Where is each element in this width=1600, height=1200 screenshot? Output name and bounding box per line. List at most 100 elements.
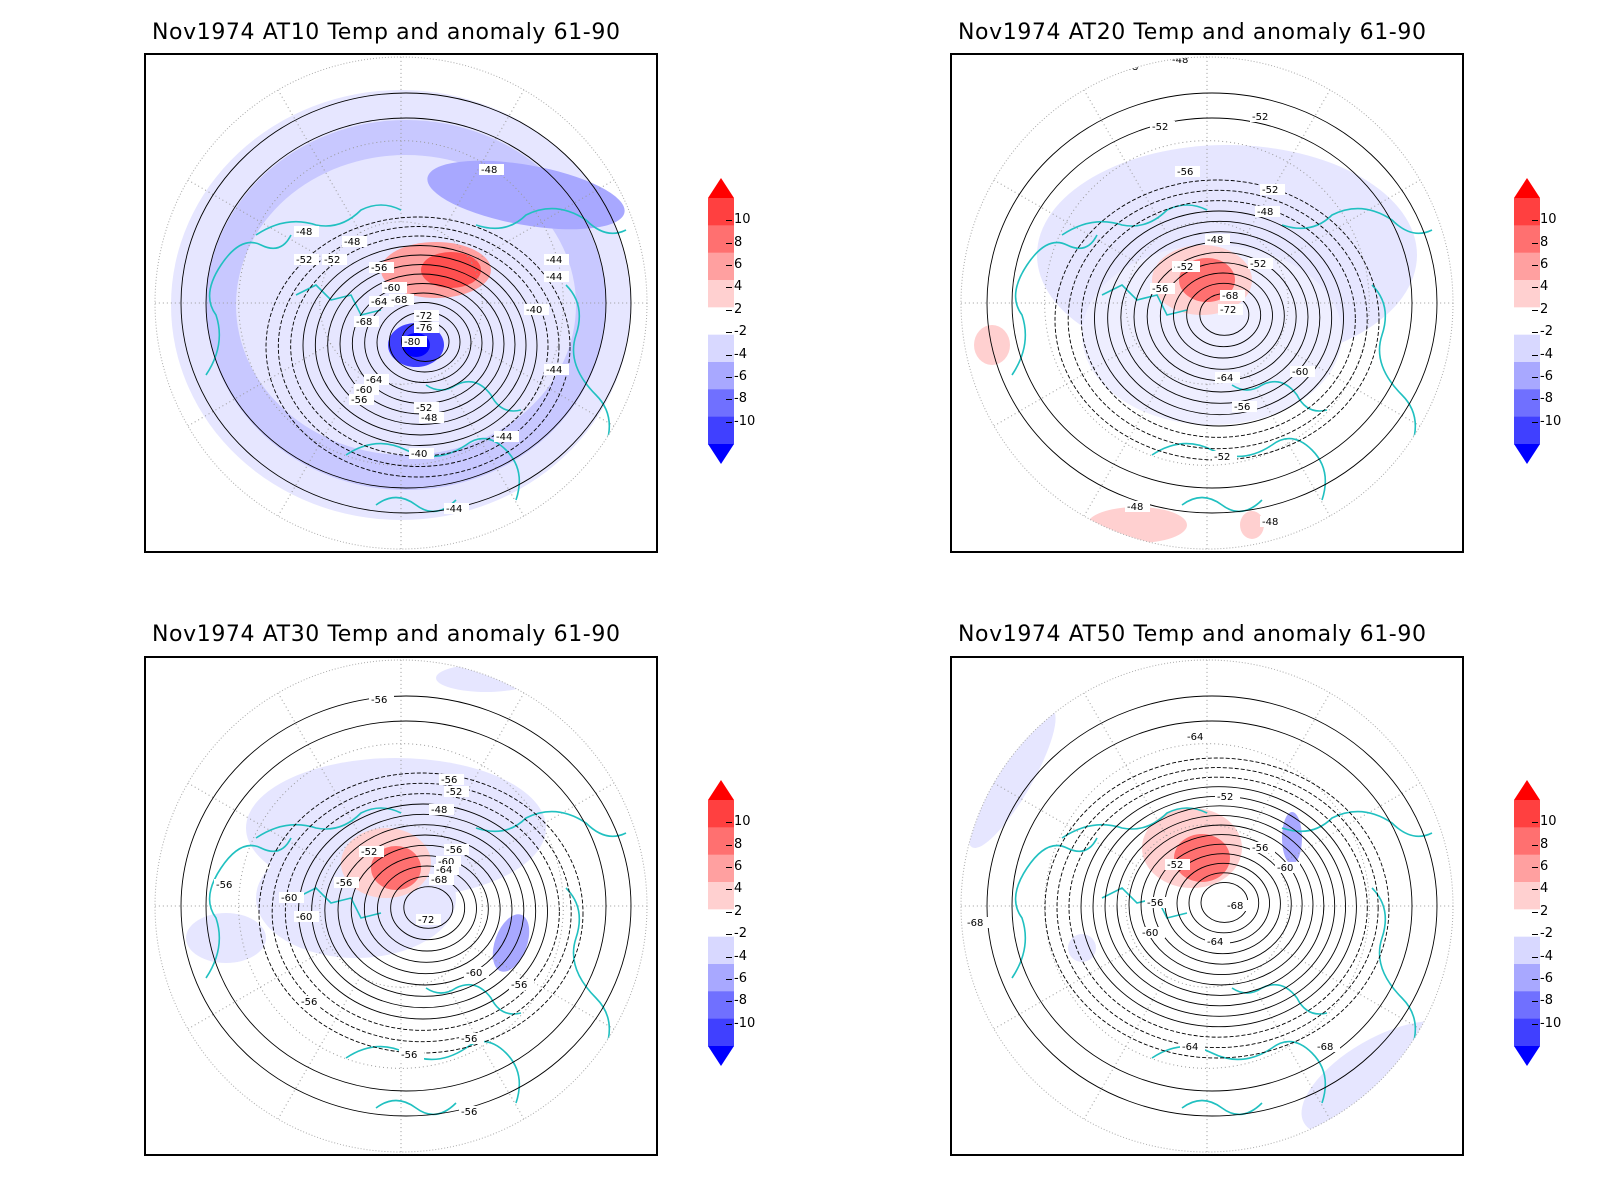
contour-label-bg xyxy=(294,911,319,922)
contour-label-bg xyxy=(1175,166,1200,177)
colorbar-tick xyxy=(1532,265,1538,267)
colorbar-segment xyxy=(708,882,734,910)
colorbar-label: -2 xyxy=(1540,926,1553,942)
temperature-contour xyxy=(302,245,538,446)
colorbar-segment xyxy=(1514,991,1540,1020)
contour-label-bg xyxy=(299,996,324,1007)
colorbar-segment xyxy=(1514,800,1540,828)
contour-label-bg xyxy=(444,503,469,514)
map-content: -48 -48 -52 -52 -56 -52 -48 -48 -52 -52 -56 -68 -72 -… xyxy=(961,57,1453,549)
anomaly-shading xyxy=(427,160,625,230)
colorbar-tick xyxy=(726,332,732,334)
colorbar-tick xyxy=(726,309,732,311)
map-content: -56-56-52-48-52 -56-60-64-56 -68-72-56-60-… xyxy=(155,660,647,1152)
contour-label-bg xyxy=(402,336,427,347)
contour-label-bg xyxy=(1250,842,1275,853)
contour-label-bg xyxy=(1150,121,1175,132)
anomaly-shading xyxy=(421,252,481,288)
map-canvas: -48-48-52-48-52-56-60-64 -68-68-72-76-80-… xyxy=(154,56,648,550)
coastline xyxy=(1231,380,1328,412)
colorbar-segment xyxy=(1514,1018,1540,1047)
contour-label-bg xyxy=(369,262,394,273)
contour-label-bg xyxy=(354,316,379,327)
colorbar-tick xyxy=(1532,332,1538,334)
temperature-contour xyxy=(180,695,632,1117)
colorbar-tick xyxy=(726,354,732,356)
contour-label: -44 xyxy=(446,504,462,515)
colorbar: 10 8 6 4 2 -2 -4 -6 -8 -10 xyxy=(706,778,816,1068)
latitude-circle xyxy=(1044,140,1370,466)
coastline xyxy=(425,380,522,412)
map-canvas: -56-56-52-48-52 -56-60-64-56 -68-72-56-60-… xyxy=(154,659,648,1153)
contour-label: -48 xyxy=(1207,235,1223,246)
colorbar-label: 10 xyxy=(734,814,751,830)
contour-label: -64 xyxy=(366,375,382,386)
contour-label-bg xyxy=(294,254,319,265)
colorbar-segment xyxy=(708,827,734,856)
colorbar-segment xyxy=(1514,362,1540,390)
temperature-contour xyxy=(986,92,1438,514)
temperature-contour xyxy=(1107,220,1333,416)
anomaly-shading xyxy=(186,913,266,963)
contour-label-bg xyxy=(1125,501,1150,512)
contour-label: -68 xyxy=(967,918,983,929)
coastline xyxy=(1371,887,1417,1049)
contour-label: -68 xyxy=(967,777,983,788)
contour-label-bg xyxy=(965,917,990,928)
colorbar-tick xyxy=(726,867,732,869)
contour-label-bg xyxy=(416,914,441,925)
contour-label: -52 xyxy=(1262,185,1278,196)
colorbar-label: 2 xyxy=(1540,903,1549,919)
temperature-contour xyxy=(1067,189,1368,450)
contour-label: -60 xyxy=(356,385,372,396)
panel-title: Nov1974 AT50 Temp and anomaly 61-90 xyxy=(958,622,1427,647)
colorbar-tick xyxy=(726,956,732,958)
contour-label-bg xyxy=(1150,283,1175,294)
colorbar-tick xyxy=(726,287,732,289)
contour-label: -80 xyxy=(404,337,420,348)
contour-label-bg xyxy=(444,844,469,855)
contour-label: -48 xyxy=(481,165,497,176)
anomaly-shading xyxy=(974,325,1010,365)
colorbar-strip xyxy=(1514,178,1540,464)
colorbar-segment xyxy=(1514,280,1540,308)
coastline xyxy=(255,807,402,839)
contour-label-bg xyxy=(1180,1041,1205,1052)
colorbar-segment xyxy=(708,936,734,965)
colorbar-label: -8 xyxy=(734,993,747,1009)
contour-label: -48 xyxy=(1262,517,1278,528)
contour-label-bg xyxy=(1212,451,1237,462)
colorbar-segment xyxy=(708,991,734,1020)
temperature-contour xyxy=(284,793,560,1031)
colorbar-label: -2 xyxy=(734,926,747,942)
contour-label-bg xyxy=(1215,791,1240,802)
temperature-contour xyxy=(1116,814,1325,996)
temperature-contour xyxy=(390,875,466,941)
temperature-contour xyxy=(314,254,527,436)
contour-label-bg xyxy=(414,322,439,333)
coastline xyxy=(1181,1099,1263,1116)
colorbar-max-arrow xyxy=(1514,780,1540,800)
colorbar-label: -2 xyxy=(734,324,747,340)
colorbar-label: 10 xyxy=(1540,212,1557,228)
colorbar-segment xyxy=(1514,252,1540,281)
contour-label-bg xyxy=(494,431,519,442)
contour-label-bg xyxy=(1232,401,1257,412)
contour-label-bg xyxy=(436,856,461,867)
colorbar-tick xyxy=(1532,844,1538,846)
colorbar-tick xyxy=(726,889,732,891)
temperature-contour xyxy=(1080,786,1357,1028)
coastline xyxy=(205,234,292,376)
contour-label: -52 xyxy=(296,255,312,266)
colorbar-segment xyxy=(708,800,734,828)
contour-label: -68 xyxy=(1317,1042,1333,1053)
temperature-contour xyxy=(363,855,489,963)
contour-label: -44 xyxy=(546,365,562,376)
contour-label: -52 xyxy=(1167,860,1183,871)
colorbar-label: 2 xyxy=(734,903,743,919)
coastline xyxy=(295,887,382,919)
polar-map: -64 -68 -52 -56 -60 -52 -56 -60 -68 -64 -68 -64 -68 xyxy=(950,656,1464,1156)
contour-label-bg xyxy=(294,226,319,237)
temperature-contour xyxy=(1120,231,1321,404)
contour-label-bg xyxy=(1225,900,1250,911)
